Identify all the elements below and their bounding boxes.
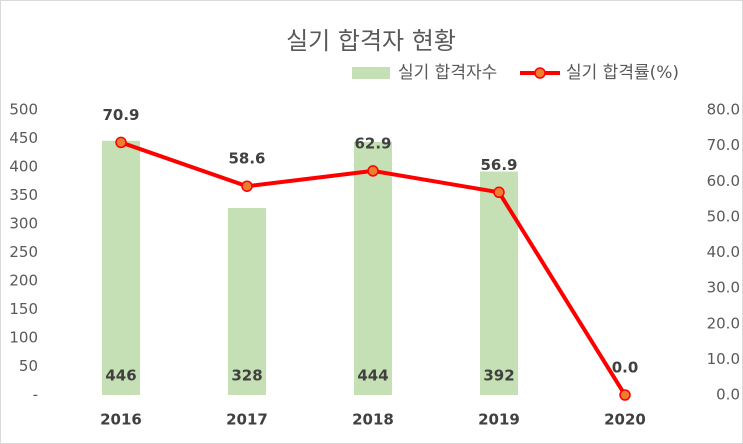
line-value-label: 58.6 — [228, 150, 265, 168]
legend-marker — [534, 67, 546, 79]
y-tick-label: - — [33, 386, 38, 404]
y-tick-label: 350 — [9, 186, 38, 204]
line-value-label: 0.0 — [612, 359, 639, 377]
bar-value-label: 328 — [231, 367, 262, 385]
line-value-label: 70.9 — [102, 106, 139, 124]
chart-title: 실기 합격자 현황 — [286, 27, 456, 55]
bar-value-label: 392 — [483, 367, 514, 385]
y2-tick-label: 20.0 — [707, 314, 740, 332]
y2-tick-label: 80.0 — [707, 101, 740, 119]
line-marker — [241, 180, 253, 192]
x-tick-label: 2019 — [478, 411, 520, 429]
y-tick-label: 200 — [9, 272, 38, 290]
y-tick-label: 250 — [9, 243, 38, 261]
bar-value-label: 446 — [105, 367, 136, 385]
line-marker — [115, 136, 127, 149]
y2-tick-label: 30.0 — [707, 279, 740, 297]
line-marker — [493, 186, 505, 199]
y2-tick-label: 0.0 — [716, 386, 740, 404]
y-tick-label: 450 — [9, 129, 38, 147]
line-marker — [367, 165, 379, 177]
y-tick-label: 100 — [9, 329, 38, 347]
x-tick-label: 2020 — [604, 411, 646, 429]
y2-tick-label: 40.0 — [707, 243, 740, 261]
legend-label: 실기 합격률(%) — [566, 63, 679, 83]
y-tick-label: 150 — [9, 300, 38, 318]
y2-tick-label: 60.0 — [707, 172, 740, 190]
x-tick-label: 2018 — [352, 411, 394, 429]
bar-value-label: 444 — [357, 367, 388, 385]
line-value-label: 62.9 — [354, 134, 391, 152]
y-tick-label: 500 — [9, 101, 38, 119]
bar — [102, 140, 140, 395]
line-value-label: 56.9 — [480, 156, 517, 174]
y-tick-label: 400 — [9, 158, 38, 176]
bar — [228, 208, 266, 395]
y-tick-label: 300 — [9, 215, 38, 233]
line-marker — [619, 389, 631, 401]
y2-tick-label: 50.0 — [707, 207, 740, 225]
x-tick-label: 2016 — [100, 411, 142, 429]
legend-swatch — [352, 67, 390, 79]
bar — [480, 171, 518, 395]
y2-tick-label: 70.0 — [707, 136, 740, 154]
legend-label: 실기 합격자수 — [398, 63, 497, 83]
y-tick-label: 50 — [19, 357, 38, 375]
x-tick-label: 2017 — [226, 411, 268, 429]
bar — [354, 141, 392, 395]
y2-tick-label: 10.0 — [707, 350, 740, 368]
